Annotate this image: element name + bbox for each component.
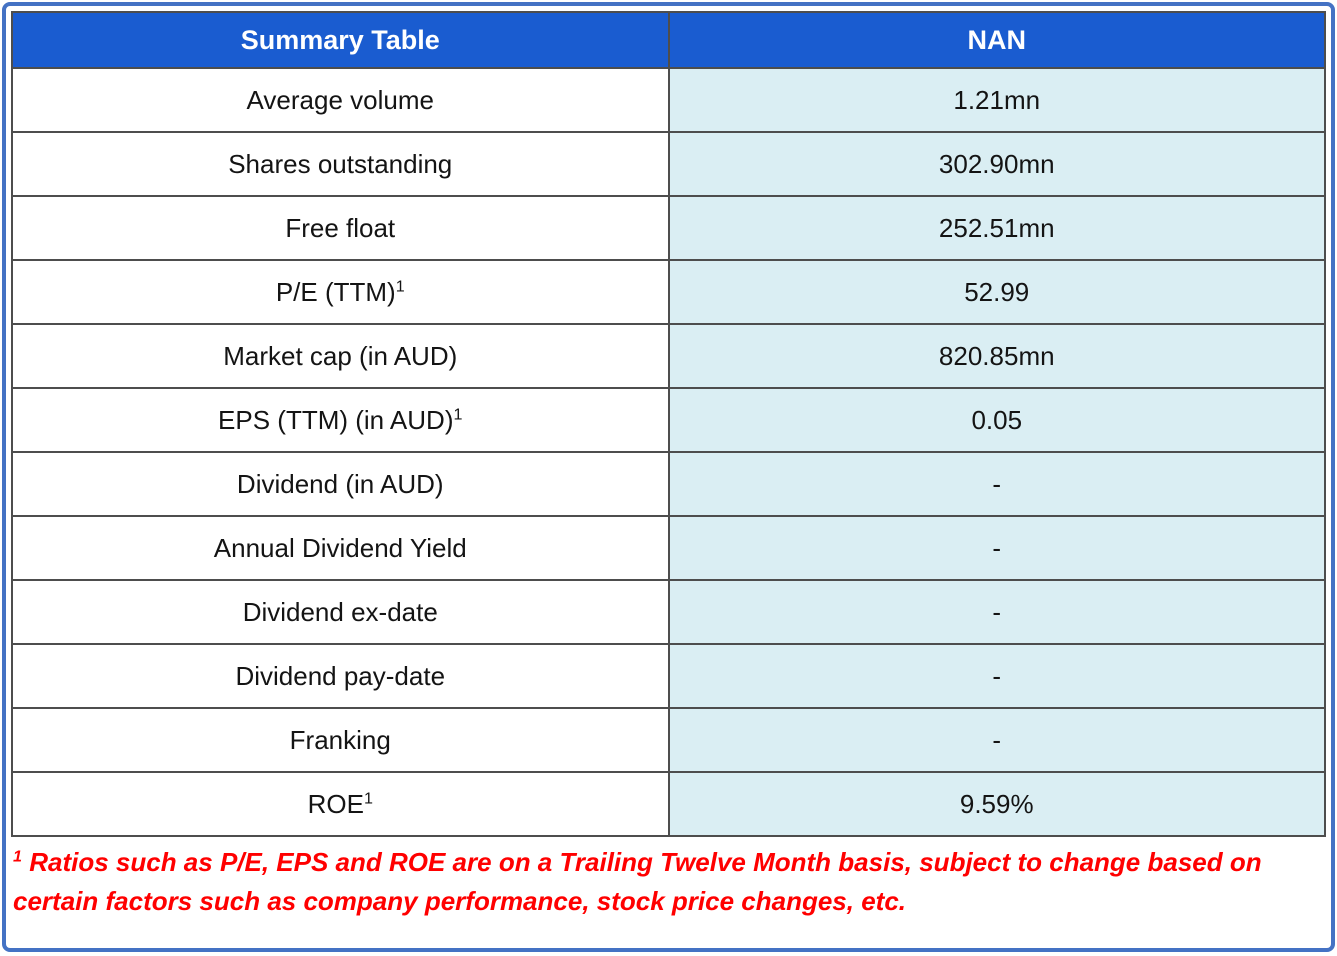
row-label-franking: Franking — [11, 707, 670, 773]
summary-table-body: Average volume 1.21mn Shares outstanding… — [11, 67, 1326, 837]
footnote-superscript: 1 — [13, 847, 22, 866]
table-row: Shares outstanding 302.90mn — [11, 131, 1326, 197]
summary-table: Summary Table NAN Average volume 1.21mn … — [11, 11, 1326, 837]
row-label-market-cap: Market cap (in AUD) — [11, 323, 670, 389]
row-value-average-volume: 1.21mn — [667, 67, 1326, 133]
superscript: 1 — [395, 276, 405, 295]
row-label-annual-dividend-yield: Annual Dividend Yield — [11, 515, 670, 581]
row-value-annual-dividend-yield: - — [667, 515, 1326, 581]
row-label-average-volume: Average volume — [11, 67, 670, 133]
row-value-eps-ttm: 0.05 — [667, 387, 1326, 453]
row-label-text: Franking — [289, 724, 391, 755]
table-row: Franking - — [11, 707, 1326, 773]
footnote: 1 Ratios such as P/E, EPS and ROE are on… — [13, 843, 1324, 921]
row-label-pe-ttm: P/E (TTM)1 — [11, 259, 670, 325]
row-label-dividend-ex-date: Dividend ex-date — [11, 579, 670, 645]
table-row: Dividend (in AUD) - — [11, 451, 1326, 517]
table-row: Market cap (in AUD) 820.85mn — [11, 323, 1326, 389]
superscript: 1 — [453, 404, 463, 423]
row-value-franking: - — [667, 707, 1326, 773]
row-label-eps-ttm: EPS (TTM) (in AUD)1 — [11, 387, 670, 453]
table-row: Average volume 1.21mn — [11, 67, 1326, 133]
row-label-text: Dividend (in AUD) — [236, 468, 444, 499]
table-row: Free float 252.51mn — [11, 195, 1326, 261]
row-label-dividend-pay-date: Dividend pay-date — [11, 643, 670, 709]
row-value-shares-outstanding: 302.90mn — [667, 131, 1326, 197]
table-row: P/E (TTM)1 52.99 — [11, 259, 1326, 325]
summary-table-header: Summary Table NAN — [11, 11, 1326, 69]
row-label-text: Shares outstanding — [228, 148, 453, 179]
header-cell-ticker: NAN — [667, 11, 1326, 69]
row-label-dividend: Dividend (in AUD) — [11, 451, 670, 517]
row-label-text: ROE — [307, 788, 364, 819]
row-value-pe-ttm: 52.99 — [667, 259, 1326, 325]
row-label-text: EPS (TTM) (in AUD) — [218, 404, 454, 435]
row-label-text: Market cap (in AUD) — [223, 340, 458, 371]
row-value-roe: 9.59% — [667, 771, 1326, 837]
row-label-text: Average volume — [246, 84, 434, 115]
row-label-free-float: Free float — [11, 195, 670, 261]
table-row: Annual Dividend Yield - — [11, 515, 1326, 581]
superscript: 1 — [363, 788, 373, 807]
row-value-market-cap: 820.85mn — [667, 323, 1326, 389]
row-label-text: Dividend ex-date — [242, 596, 438, 627]
row-value-free-float: 252.51mn — [667, 195, 1326, 261]
row-label-text: P/E (TTM) — [275, 276, 396, 307]
row-value-dividend-ex-date: - — [667, 579, 1326, 645]
header-cell-summary-table: Summary Table — [11, 11, 670, 69]
table-row: EPS (TTM) (in AUD)1 0.05 — [11, 387, 1326, 453]
row-label-text: Annual Dividend Yield — [213, 532, 467, 563]
row-value-dividend: - — [667, 451, 1326, 517]
row-label-text: Dividend pay-date — [235, 660, 446, 691]
row-value-dividend-pay-date: - — [667, 643, 1326, 709]
row-label-roe: ROE1 — [11, 771, 670, 837]
header-row: Summary Table NAN — [11, 11, 1326, 69]
table-row: Dividend pay-date - — [11, 643, 1326, 709]
footnote-text: Ratios such as P/E, EPS and ROE are on a… — [13, 847, 1262, 916]
table-row: Dividend ex-date - — [11, 579, 1326, 645]
row-label-text: Free float — [285, 212, 396, 243]
row-label-shares-outstanding: Shares outstanding — [11, 131, 670, 197]
table-row: ROE1 9.59% — [11, 771, 1326, 837]
